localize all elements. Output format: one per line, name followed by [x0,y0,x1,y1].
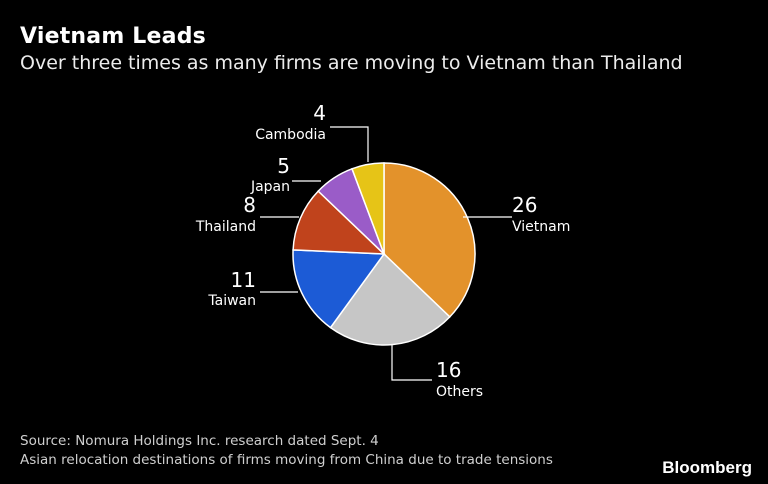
leader-line-others [391,344,432,381]
pie-slice-cambodia [351,162,385,255]
category-label-taiwan: Taiwan [207,293,256,309]
category-label-vietnam: Vietnam [512,219,570,235]
chart-title: Vietnam Leads [20,24,206,49]
value-label-taiwan: 11 [231,268,256,292]
category-label-cambodia: Cambodia [255,127,326,143]
category-label-japan: Japan [250,179,290,195]
value-label-japan: 5 [277,154,290,178]
leader-line-cambodia [330,126,369,162]
pie-slice-vietnam [383,162,476,318]
category-label-thailand: Thailand [195,219,256,235]
value-label-others: 16 [436,358,461,382]
pie-slice-thailand [292,190,386,255]
chart-source: Source: Nomura Holdings Inc. research da… [20,432,553,470]
note-text: Asian relocation destinations of firms m… [20,452,553,468]
pie-slices [292,162,476,346]
source-text: Source: Nomura Holdings Inc. research da… [20,433,379,449]
chart-subtitle: Over three times as many firms are movin… [20,52,683,74]
pie-slice-taiwan [292,249,386,329]
value-label-vietnam: 26 [512,193,537,217]
leader-lines [260,126,512,381]
value-label-cambodia: 4 [313,101,326,125]
category-label-others: Others [436,384,483,400]
bloomberg-logo: Bloomberg [662,458,752,477]
value-label-thailand: 8 [243,193,256,217]
